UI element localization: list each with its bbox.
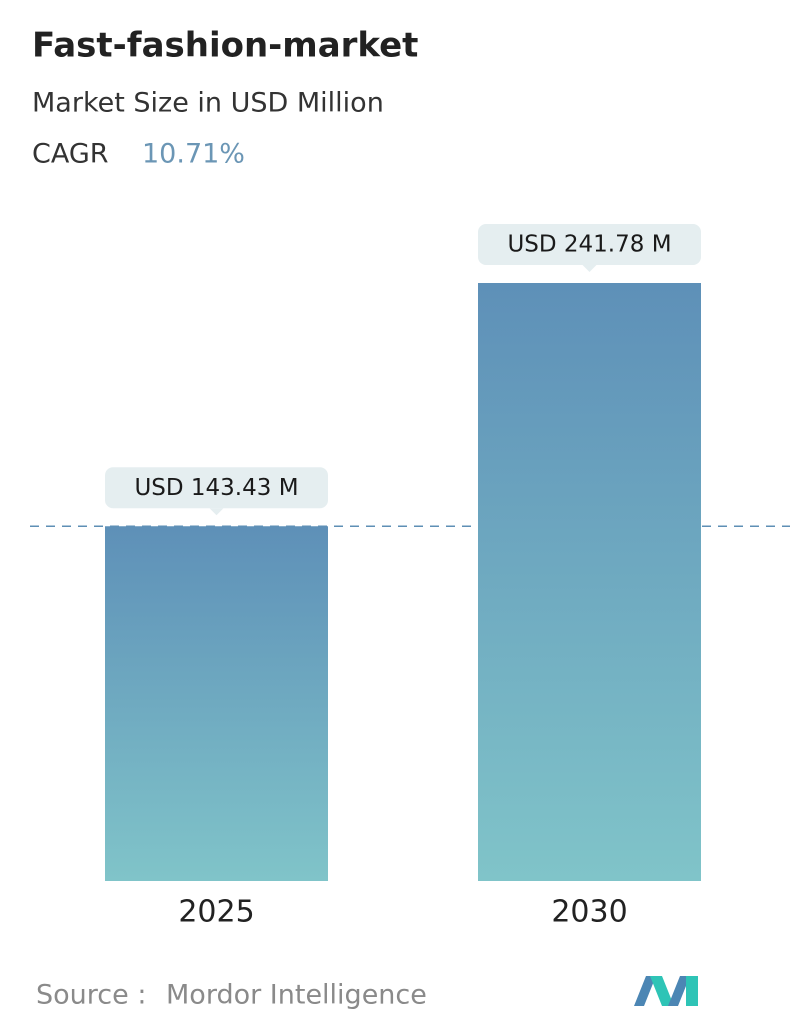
- chart-title: Fast-fashion-market: [32, 26, 418, 66]
- cagr-label: CAGR: [32, 139, 109, 170]
- x-tick-label: 2025: [178, 895, 254, 930]
- source-label: Source :: [36, 980, 146, 1011]
- cagr-value: 10.71%: [142, 139, 245, 170]
- value-label-box: [478, 224, 701, 265]
- value-label-pointer: [209, 508, 224, 516]
- chart-subtitle: Market Size in USD Million: [32, 88, 384, 119]
- value-label: USD 241.78 M: [507, 232, 671, 258]
- source: Mordor Intelligence: [166, 980, 427, 1011]
- x-tick-label: 2030: [551, 895, 627, 930]
- value-label-box: [105, 467, 328, 509]
- value-label-pointer: [582, 265, 597, 272]
- bar: [105, 526, 328, 881]
- logo: [634, 976, 698, 1006]
- value-label: USD 143.43 M: [134, 475, 298, 501]
- bar: [478, 283, 701, 881]
